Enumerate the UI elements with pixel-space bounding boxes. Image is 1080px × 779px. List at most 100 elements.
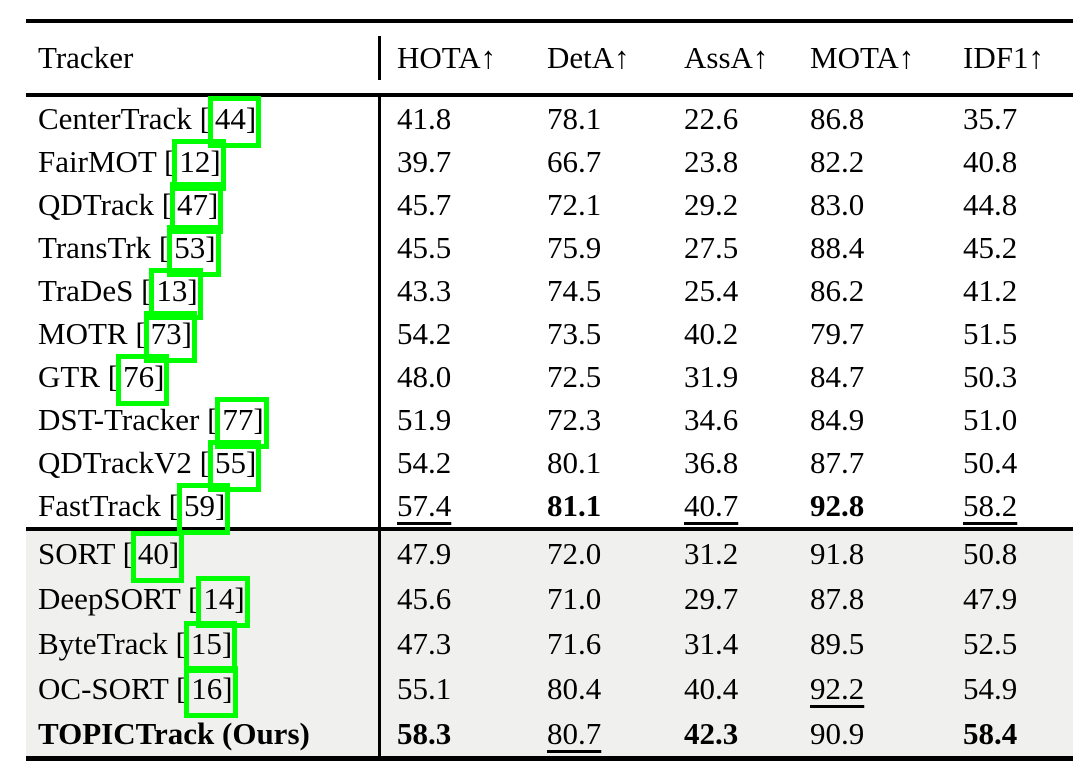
citation-link-box[interactable]: 73] xyxy=(143,311,197,363)
metric-value: 58.4 xyxy=(963,716,1018,751)
citation-open-bracket: [ xyxy=(168,671,187,706)
metric-value: 29.2 xyxy=(684,187,739,222)
metric-value: 87.7 xyxy=(810,445,865,480)
metric-value: 31.2 xyxy=(684,536,739,571)
column-header-hota: HOTA↑ xyxy=(397,40,497,75)
tracker-cell: FairMOT [12] xyxy=(26,139,378,191)
metric-value: 50.8 xyxy=(963,536,1018,571)
metric-value: 44.8 xyxy=(963,187,1018,222)
metric-value: 50.3 xyxy=(963,359,1018,394)
metric-value: 22.6 xyxy=(684,101,739,136)
metric-value: 84.9 xyxy=(810,402,865,437)
metric-values: 51.9 72.3 34.6 84.9 51.0 xyxy=(378,398,1073,441)
metric-value: 51.5 xyxy=(963,316,1018,351)
metric-value: 80.1 xyxy=(547,445,602,480)
citation-link-box[interactable]: 14] xyxy=(196,576,250,628)
metric-value: 72.3 xyxy=(547,402,602,437)
citation-open-bracket: [ xyxy=(191,101,210,136)
metric-value: 72.5 xyxy=(547,359,602,394)
citation-open-bracket: [ xyxy=(156,144,175,179)
tracker-cell: CenterTrack [44] xyxy=(26,96,378,148)
citation-link-box[interactable]: 55] xyxy=(207,440,262,492)
tracker-name: DeepSORT xyxy=(38,581,181,616)
citation-link-box[interactable]: 59] xyxy=(176,483,231,535)
metric-value: 47.9 xyxy=(963,581,1018,616)
column-header-mota: MOTA↑ xyxy=(810,40,915,75)
metric-value: 72.0 xyxy=(547,536,602,571)
tracker-name: DST-Tracker xyxy=(38,402,200,437)
table-section-online-trackers: CenterTrack [44] 41.8 78.1 22.6 86.8 35.7 Fair… xyxy=(26,96,1073,535)
table-header-row: Tracker HOTA↑ DetA↑ AssA↑ MOTA↑ IDF1↑ xyxy=(26,23,1073,93)
metric-value: 73.5 xyxy=(547,316,602,351)
tracker-name: CenterTrack xyxy=(38,101,192,136)
citation-link-box[interactable]: 13] xyxy=(149,268,203,320)
metric-values: 57.4 81.1 40.7 92.8 58.2 xyxy=(378,484,1073,527)
table-row: DST-Tracker [77] 51.9 72.3 34.6 84.9 51.0 xyxy=(26,397,1073,449)
tracker-name: OC-SORT xyxy=(38,671,169,706)
table-bottom-rule xyxy=(26,756,1073,761)
metric-value: 40.2 xyxy=(684,316,739,351)
metric-value: 71.6 xyxy=(547,626,602,661)
table-row: GTR [76] 48.0 72.5 31.9 84.7 50.3 xyxy=(26,354,1073,406)
citation-open-bracket: [ xyxy=(114,536,133,571)
metric-value: 40.8 xyxy=(963,144,1018,179)
metric-value: 45.6 xyxy=(397,581,452,616)
tracker-name: MOTR xyxy=(38,316,128,351)
metric-value: 36.8 xyxy=(684,445,739,480)
metric-value: 78.1 xyxy=(547,101,602,136)
citation-link-box[interactable]: 15] xyxy=(183,621,238,673)
citation-link-box[interactable]: 40] xyxy=(130,531,185,583)
metric-value: 80.4 xyxy=(547,671,602,706)
tracker-cell: TransTrk [53] xyxy=(26,225,378,277)
metric-value: 80.7 xyxy=(547,716,602,751)
citation-link-box[interactable]: 44] xyxy=(207,96,262,148)
column-header-tracker: Tracker xyxy=(38,40,134,75)
metric-values: 39.7 66.7 23.8 82.2 40.8 xyxy=(378,140,1073,183)
metric-value: 82.2 xyxy=(810,144,865,179)
table-section-divider-rule xyxy=(26,527,1073,531)
metric-value: 88.4 xyxy=(810,230,865,265)
tracker-cell: TOPICTrack (Ours) xyxy=(26,711,378,756)
metric-value: 55.1 xyxy=(397,671,452,706)
citation-open-bracket: [ xyxy=(133,273,152,308)
metric-value: 54.9 xyxy=(963,671,1018,706)
metric-value: 31.4 xyxy=(684,626,739,661)
metric-column-headers: HOTA↑ DetA↑ AssA↑ MOTA↑ IDF1↑ xyxy=(378,36,1073,80)
citation-open-bracket: [ xyxy=(180,581,199,616)
table-header-rule xyxy=(26,93,1073,97)
metric-values: 58.3 80.7 42.3 90.9 58.4 xyxy=(378,711,1073,756)
citation-link-box[interactable]: 53] xyxy=(167,225,221,277)
metric-values: 55.1 80.4 40.4 92.2 54.9 xyxy=(378,666,1073,711)
tracker-name: ByteTrack xyxy=(38,626,168,661)
metric-value: 48.0 xyxy=(397,359,452,394)
tracker-results-table: Tracker HOTA↑ DetA↑ AssA↑ MOTA↑ IDF1↑ Ce… xyxy=(26,19,1073,761)
table-row: OC-SORT [16] 55.1 80.4 40.4 92.2 54.9 xyxy=(26,666,1073,718)
metric-values: 48.0 72.5 31.9 84.7 50.3 xyxy=(378,355,1073,398)
column-header-idf1: IDF1↑ xyxy=(963,40,1044,75)
citation-link-box[interactable]: 76] xyxy=(116,354,170,406)
tracker-cell: OC-SORT [16] xyxy=(26,666,378,718)
metric-value: 81.1 xyxy=(547,488,602,523)
metric-values: 45.7 72.1 29.2 83.0 44.8 xyxy=(378,183,1073,226)
citation-link-box[interactable]: 12] xyxy=(172,139,226,191)
metric-value: 72.1 xyxy=(547,187,602,222)
metric-value: 90.9 xyxy=(810,716,865,751)
metric-value: 71.0 xyxy=(547,581,602,616)
tracker-name: SORT xyxy=(38,536,115,571)
table-row: DeepSORT [14] 45.6 71.0 29.7 87.8 47.9 xyxy=(26,576,1073,628)
table-row: SORT [40] 47.9 72.0 31.2 91.8 50.8 xyxy=(26,531,1073,583)
metric-value: 35.7 xyxy=(963,101,1018,136)
metric-value: 54.2 xyxy=(397,316,452,351)
metric-value: 51.9 xyxy=(397,402,452,437)
table-row: TOPICTrack (Ours) 58.3 80.7 42.3 90.9 58.4 xyxy=(26,711,1073,756)
citation-open-bracket: [ xyxy=(199,402,218,437)
tracker-name: GTR xyxy=(38,359,100,394)
metric-value: 54.2 xyxy=(397,445,452,480)
citation-link-box[interactable]: 16] xyxy=(184,666,238,718)
citation-link-box[interactable]: 77] xyxy=(215,397,269,449)
citation-link-box[interactable]: 47] xyxy=(170,182,224,234)
tracker-name: TOPICTrack (Ours) xyxy=(38,716,310,751)
citation-open-bracket: [ xyxy=(153,187,173,222)
citation-open-bracket: [ xyxy=(160,488,179,523)
